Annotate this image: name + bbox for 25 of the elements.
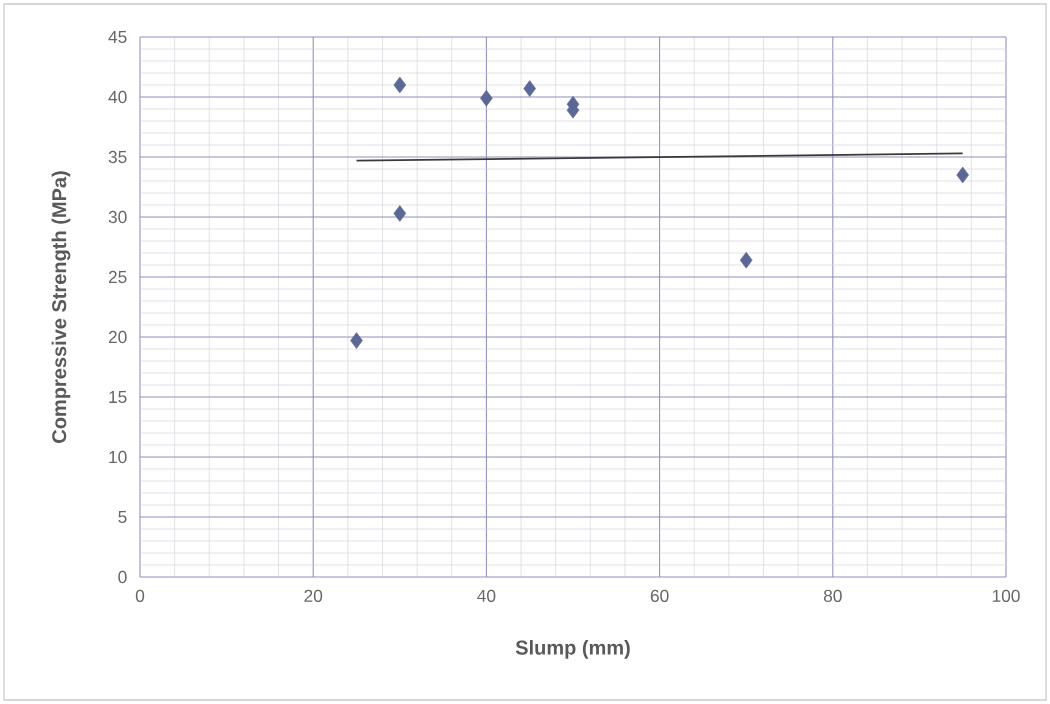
y-tick-label: 40 bbox=[108, 90, 127, 104]
y-tick-label: 20 bbox=[108, 330, 127, 344]
y-axis-title: Compressive Strength (MPa) bbox=[51, 171, 71, 443]
y-tick-label: 10 bbox=[109, 450, 127, 464]
point bbox=[350, 332, 363, 349]
y-tick-label: 30 bbox=[108, 210, 127, 224]
y-tick-label: 0 bbox=[118, 570, 127, 584]
x-tick-label: 80 bbox=[823, 589, 842, 602]
x-axis-title: Slump (mm) bbox=[515, 640, 630, 659]
x-tick-label: 60 bbox=[650, 589, 669, 602]
x-tick-label: 20 bbox=[304, 589, 323, 602]
y-tick-label: 35 bbox=[108, 150, 127, 164]
point bbox=[956, 166, 969, 184]
y-tick-label: 25 bbox=[108, 270, 127, 284]
point bbox=[523, 80, 536, 97]
point bbox=[480, 89, 493, 107]
y-tick-label: 15 bbox=[109, 390, 127, 404]
point bbox=[393, 205, 407, 222]
point bbox=[739, 251, 753, 269]
x-tick-label: 100 bbox=[992, 589, 1020, 602]
x-tick-label: 0 bbox=[135, 589, 145, 602]
point bbox=[393, 76, 407, 94]
x-tick-label: 40 bbox=[477, 589, 496, 602]
y-tick-label: 5 bbox=[118, 510, 127, 524]
y-tick-label: 45 bbox=[108, 30, 127, 44]
